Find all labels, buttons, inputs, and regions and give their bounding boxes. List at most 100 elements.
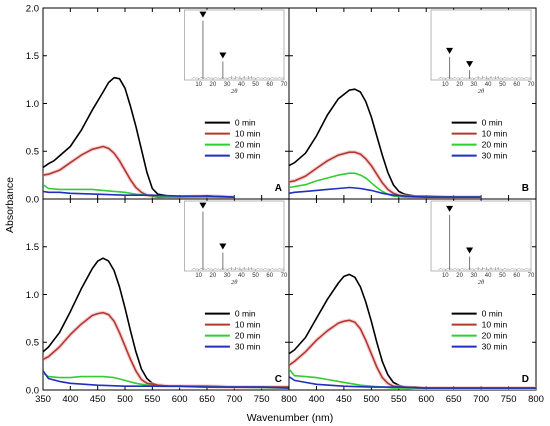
legend-label: 20 min: [235, 331, 261, 341]
peak-marker-icon: [199, 202, 207, 209]
panel-a-series: [43, 76, 235, 199]
x-tick-label: 750: [501, 394, 517, 405]
legend-label: 10 min: [235, 129, 261, 139]
inset-x-tick-label: 60: [513, 273, 520, 279]
legend-label: 10 min: [482, 320, 508, 330]
legend-label: 0 min: [235, 309, 256, 319]
x-tick-label: 800: [528, 394, 544, 405]
legend-label: 30 min: [235, 342, 261, 352]
inset-x-label: 2θ: [478, 88, 485, 95]
inset-baseline: [191, 77, 285, 79]
inset-x-tick-label: 30: [224, 82, 231, 88]
inset-frame: [184, 200, 285, 272]
inset-x-tick-label: 50: [252, 82, 259, 88]
panel-b-series: [289, 88, 482, 199]
inset-x-tick-label: 70: [281, 82, 288, 88]
panel-a-inset: 10 20 30 40 50 60 70 2θ: [184, 9, 288, 95]
inset-x-tick-label: 40: [238, 82, 245, 88]
y-axis-label: Absorbance: [4, 177, 16, 233]
x-tick-label: 350: [35, 394, 51, 405]
x-tick-label: 650: [199, 394, 215, 405]
y-tick-label: 1.5: [26, 51, 39, 62]
y-tick-label: 1.0: [26, 99, 39, 110]
inset-frame: [430, 200, 532, 272]
panel-c-letter: C: [275, 374, 282, 385]
series-line-30-min: [289, 375, 536, 389]
peak-marker-icon: [199, 11, 207, 18]
peak-marker-icon: [446, 47, 454, 54]
series-line-30-min: [43, 190, 235, 198]
inset-x-tick-label: 10: [195, 273, 202, 279]
inset-x-label: 2θ: [478, 279, 485, 286]
inset-x-tick-label: 40: [485, 273, 492, 279]
inset-x-tick-label: 40: [238, 273, 245, 279]
x-tick-label: 750: [254, 394, 270, 405]
x-tick-label: 450: [336, 394, 352, 405]
panel-c-series: [43, 257, 289, 390]
inset-x-tick-label: 70: [528, 82, 535, 88]
legend-label: 0 min: [235, 118, 256, 128]
legend-label: 10 min: [482, 129, 508, 139]
y-tick-label: 0.0: [26, 385, 39, 396]
inset-x-tick-label: 20: [210, 82, 217, 88]
inset-baseline: [438, 77, 532, 79]
panel-c-inset: 10 20 30 40 50 60 70 2θ: [184, 200, 288, 286]
inset-x-tick-label: 20: [456, 273, 463, 279]
x-tick-label: 600: [418, 394, 434, 405]
panel-d-letter: D: [522, 374, 529, 385]
inset-x-label: 2θ: [231, 279, 238, 286]
inset-x-tick-label: 20: [210, 273, 217, 279]
inset-baseline: [191, 268, 285, 270]
inset-frame: [430, 9, 532, 81]
series-line-30-min: [289, 186, 482, 198]
series-line-30-min: [43, 370, 289, 389]
x-tick-label: 400: [309, 394, 325, 405]
x-tick-label: 500: [117, 394, 133, 405]
legend-label: 20 min: [235, 140, 261, 150]
x-tick-label: 700: [226, 394, 242, 405]
inset-x-tick-label: 10: [442, 82, 449, 88]
inset-x-tick-label: 60: [266, 273, 273, 279]
panel-d-inset: 10 20 30 40 50 60 70 2θ: [430, 200, 535, 286]
legend-label: 10 min: [235, 320, 261, 330]
inset-x-tick-label: 50: [499, 82, 506, 88]
x-tick-label: 800: [281, 394, 297, 405]
peak-marker-icon: [466, 61, 474, 68]
legend-label: 30 min: [482, 342, 508, 352]
x-tick-label: 700: [473, 394, 489, 405]
inset-x-tick-label: 30: [471, 82, 478, 88]
x-tick-label: 650: [446, 394, 462, 405]
y-tick-label: 2.0: [26, 3, 39, 14]
peak-marker-icon: [219, 52, 227, 59]
x-tick-label: 600: [172, 394, 188, 405]
x-tick-label: 450: [90, 394, 106, 405]
y-tick-label: 0.0: [26, 194, 39, 205]
legend-label: 20 min: [482, 331, 508, 341]
series-line-20-min: [43, 184, 235, 198]
y-tick-label: 0.5: [26, 338, 39, 349]
peak-marker-icon: [219, 243, 227, 250]
inset-x-tick-label: 10: [442, 273, 449, 279]
inset-x-tick-label: 10: [195, 82, 202, 88]
legend-label: 0 min: [482, 309, 503, 319]
inset-x-tick-label: 50: [252, 273, 259, 279]
inset-frame: [184, 9, 285, 81]
inset-x-tick-label: 40: [485, 82, 492, 88]
peak-marker-icon: [446, 205, 454, 212]
panel-a-letter: A: [275, 183, 282, 194]
y-tick-label: 1.5: [26, 242, 39, 253]
inset-x-tick-label: 50: [499, 273, 506, 279]
legend-label: 0 min: [482, 118, 503, 128]
series-line-0-min: [43, 76, 235, 198]
legend-label: 30 min: [482, 151, 508, 161]
x-tick-label: 550: [391, 394, 407, 405]
x-tick-label: 500: [363, 394, 379, 405]
y-tick-label: 1.0: [26, 290, 39, 301]
